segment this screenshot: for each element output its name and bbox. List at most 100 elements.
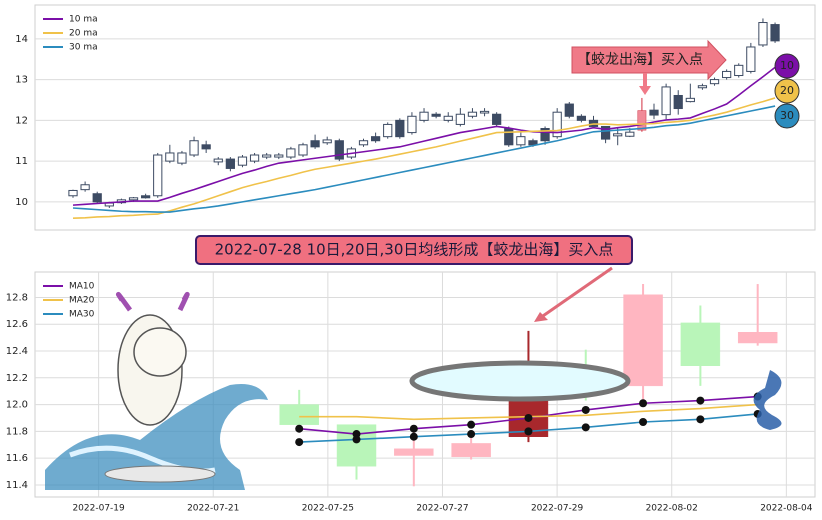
candle-body [286, 148, 296, 158]
marks-layer: 10 11 12 13 14 10 ma 20 ma 30 ma 10 20 30 11.4 11.6 1… [6, 15, 815, 514]
candle-body [661, 86, 671, 116]
candle-body [383, 123, 393, 138]
y-tick-label: 12.0 [6, 400, 28, 411]
candle-body [637, 110, 647, 131]
candle-body [68, 189, 78, 197]
ma-line [72, 105, 776, 213]
candle-body [358, 140, 369, 146]
candle-body [600, 125, 611, 140]
y-tick-label: 13 [15, 75, 28, 86]
candle-body [649, 109, 659, 116]
y-tick-label: 14 [15, 34, 28, 45]
candle-body [249, 154, 260, 162]
candle-body [395, 119, 405, 138]
y-tick-label: 12.8 [6, 292, 28, 303]
candle-body [770, 24, 780, 42]
ma-point [352, 435, 361, 444]
ma-point [295, 424, 304, 433]
ma-point [581, 423, 590, 432]
ma-badge-label: 10 [780, 59, 794, 72]
candle-body [298, 144, 308, 156]
dog-horns [115, 291, 190, 312]
candle-body [394, 448, 434, 456]
ma-point [639, 399, 648, 408]
legend-label: 20 ma [69, 29, 98, 39]
ma-point [524, 413, 533, 422]
banner-text: 【蛟龙出海】买入点 [577, 52, 703, 68]
ma-point [639, 418, 648, 426]
ma-badge-label: 20 [780, 84, 794, 97]
candle-body [189, 140, 199, 156]
ma-line [72, 66, 776, 206]
banner-pointer-head [639, 86, 651, 95]
candle-body [407, 115, 417, 134]
wave-decoration [45, 384, 268, 490]
candle-body [697, 85, 708, 89]
candle-body [310, 140, 320, 148]
candle-body [709, 79, 720, 85]
ma-point [581, 405, 590, 414]
ma-point [467, 430, 476, 439]
chart-title: 2022-07-28 10日,20日,30日均线形成【蛟龙出海】买入点 [215, 241, 614, 259]
candle-body [552, 111, 562, 138]
candle-body [225, 158, 235, 169]
ma-line [72, 97, 776, 219]
x-tick-label: 2022-07-29 [531, 504, 584, 514]
decorations [45, 39, 782, 490]
ma-point [295, 438, 304, 447]
ma-point [524, 427, 533, 436]
legend-label: MA20 [69, 296, 95, 306]
ma-point [696, 396, 705, 405]
y-tick-label: 12.2 [6, 373, 28, 384]
annotation-arrow [539, 266, 613, 320]
legend-label: 30 ma [69, 43, 98, 53]
ma-badge [774, 103, 800, 129]
legend-label: MA10 [69, 282, 95, 292]
candle-body [685, 97, 695, 103]
y-tick-label: 12 [15, 115, 28, 126]
candle-body [431, 113, 441, 117]
candle-body [737, 332, 778, 344]
candle-body [540, 128, 550, 142]
candle-body [177, 152, 187, 164]
candle-body [279, 404, 319, 425]
candle-body [141, 195, 151, 199]
candle-body [576, 115, 587, 121]
candle-body [625, 131, 635, 137]
candle-body [613, 133, 623, 137]
candle-body [274, 154, 284, 158]
candle-body [201, 144, 211, 150]
candle-body [451, 443, 491, 458]
ma-point [467, 420, 476, 429]
candle-body [80, 184, 90, 191]
ma-point [409, 432, 418, 441]
candle-body [758, 22, 768, 46]
x-tick-label: 2022-07-27 [416, 504, 468, 514]
candle-body [528, 140, 538, 146]
candle-body [153, 154, 163, 197]
candle-body [504, 128, 514, 146]
x-tick-label: 2022-07-21 [187, 504, 239, 514]
candle-body [455, 113, 465, 125]
banner-arrow [571, 39, 727, 81]
candle-body [564, 103, 574, 117]
ma-badge [774, 78, 800, 104]
candle-body [165, 152, 175, 162]
y-tick-label: 11.6 [6, 453, 28, 464]
x-tick-label: 2022-08-04 [760, 504, 813, 514]
legend-label: MA30 [69, 310, 95, 320]
ma-badge-label: 30 [780, 109, 794, 122]
candle-body [213, 158, 223, 163]
highlight-ellipse [409, 360, 631, 402]
surfboard [104, 465, 216, 483]
x-tick-label: 2022-07-25 [302, 504, 354, 514]
candle-body [516, 136, 526, 146]
candle-body [262, 154, 272, 158]
candle-body [479, 110, 490, 114]
y-tick-label: 11.8 [6, 426, 28, 437]
ma-badge [774, 53, 800, 79]
candle-body [680, 322, 721, 366]
candle-body [492, 113, 502, 125]
y-tick-label: 11.4 [6, 480, 28, 491]
